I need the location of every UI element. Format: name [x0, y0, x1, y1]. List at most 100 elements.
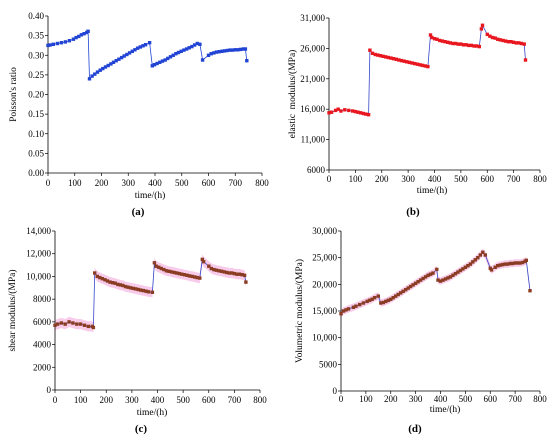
chart-c-point [53, 323, 57, 327]
chart-d-point [481, 250, 485, 254]
chart-d-point [483, 253, 487, 257]
chart-c-point [91, 325, 96, 330]
chart-c-point [207, 264, 211, 268]
chart-b-point [415, 62, 420, 66]
chart-a-ytick-label: 0.00 [28, 168, 44, 178]
chart-a-point [48, 43, 52, 47]
chart-a-point [63, 40, 68, 44]
chart-b-point [420, 63, 425, 68]
chart-d-point [498, 263, 502, 267]
chart-b-point [381, 54, 385, 58]
chart-c-point [172, 270, 176, 275]
chart-b-point [479, 27, 484, 31]
chart-c-point [242, 273, 247, 277]
chart-b-point [428, 33, 433, 37]
chart-a-point [51, 42, 55, 46]
chart-b-point [413, 61, 417, 66]
chart-a-ytick-label: 0.20 [28, 90, 44, 100]
chart-a-point [150, 64, 154, 68]
chart-b-point [464, 43, 468, 47]
chart-b-point [343, 108, 347, 112]
chart-b-point [446, 40, 450, 44]
chart-a-point [46, 43, 50, 48]
chart-b-point [333, 108, 338, 113]
chart-c-point [63, 322, 67, 326]
chart-b-point [373, 52, 377, 57]
chart-a-point [71, 37, 76, 41]
chart-b-xtick-label: 300 [401, 174, 415, 184]
chart-b-point [459, 42, 463, 46]
chart-b-point [399, 58, 404, 63]
chart-b-point [440, 39, 445, 43]
chart-a-ytick-label: 0.25 [28, 70, 44, 80]
chart-c-error-band [55, 254, 246, 333]
chart-d-point [461, 267, 465, 271]
chart-b-xtick-label: 700 [507, 174, 521, 184]
chart-c-point [244, 280, 248, 284]
chart-c-point [195, 275, 199, 280]
chart-a-point [176, 50, 181, 55]
chart-a-point [190, 44, 194, 49]
chart-d-point [391, 296, 395, 300]
chart-d-point [411, 283, 415, 287]
chart-c-point [75, 322, 79, 326]
chart-c-xtick-label: 600 [202, 395, 216, 405]
chart-a-xtick-label: 0 [46, 178, 51, 188]
chart-a-point [141, 44, 145, 48]
chart-d-point [513, 261, 517, 265]
chart-b-point [407, 60, 412, 65]
chart-c-point [167, 269, 171, 273]
chart-b-point [522, 42, 526, 46]
chart-a-point [74, 35, 78, 40]
chart-c-point [95, 274, 99, 279]
chart-c-point [78, 322, 83, 326]
chart-d-point [489, 268, 494, 272]
chart-c-point [201, 260, 206, 264]
chart-b-point [386, 55, 390, 60]
chart-d-xtick-label: 400 [434, 394, 448, 404]
chart-c-ytick-label: 0 [47, 385, 52, 395]
chart-d-xtick-label: 0 [339, 394, 344, 404]
chart-d-point [361, 301, 366, 305]
chart-c-ytick-label: 2000 [33, 362, 52, 372]
chart-d-point [354, 304, 358, 308]
chart-a-point [166, 56, 170, 61]
chart-d-point [358, 302, 362, 307]
chart-b-point [523, 58, 528, 62]
chart-b-point [336, 107, 340, 111]
chart-c-point [175, 271, 179, 275]
chart-c-xtick-label: 0 [53, 395, 58, 405]
chart-c-xtick-label: 200 [100, 395, 114, 405]
chart-c: 0 2000 4000 6000 8000 10,000 12,000 14,000 0 100 2… [7, 226, 267, 435]
chart-a-point [59, 41, 64, 45]
chart-d-point [344, 308, 348, 312]
chart-d-point [431, 271, 435, 275]
chart-a-point [55, 41, 60, 46]
chart-a-point [238, 47, 243, 52]
chart-d-point [501, 262, 505, 267]
chart-c-point [157, 265, 161, 269]
chart-d-xtick-label: 300 [409, 394, 423, 404]
chart-d-point [468, 262, 473, 266]
chart-b-point [394, 57, 398, 61]
chart-c-point [193, 275, 197, 279]
chart-a-point [245, 59, 249, 63]
chart-c-panel-label: (c) [135, 423, 148, 435]
chart-d-xtick-label: 100 [359, 394, 373, 404]
chart-d-xtick-label: 500 [459, 394, 473, 404]
chart-a-point [79, 33, 84, 37]
chart-c-point [144, 289, 148, 293]
chart-c-point [227, 271, 231, 275]
chart-d-error-band [341, 248, 530, 318]
chart-a-point [109, 62, 113, 66]
chart-d-point [365, 299, 369, 304]
chart-b-point [410, 61, 414, 65]
chart-b-point [423, 64, 427, 68]
chart-b-xtick-label: 600 [481, 174, 495, 184]
chart-c-point [67, 320, 71, 324]
chart-b-point [509, 40, 513, 44]
chart-d-point [493, 265, 497, 269]
chart-d-point [446, 276, 450, 280]
chart-a-point [122, 54, 126, 58]
chart-c-point [177, 271, 181, 276]
